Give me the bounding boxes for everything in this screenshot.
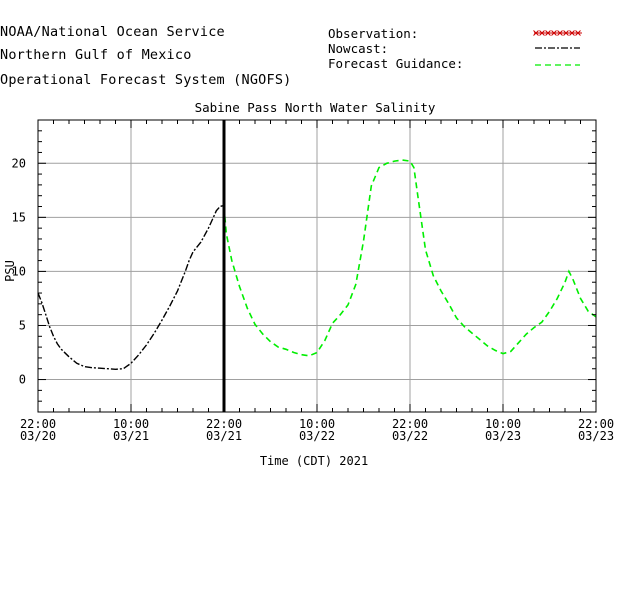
y-tick-label: 15 — [12, 210, 26, 224]
x-tick-date: 03/23 — [578, 429, 614, 443]
grid-lines — [38, 120, 596, 412]
x-tick-time: 22:00 — [392, 417, 428, 431]
header-line-1: NOAA/National Ocean Service — [0, 24, 225, 40]
x-tick-date: 03/22 — [392, 429, 428, 443]
observation-swatch-x — [563, 30, 569, 36]
x-tick-time: 22:00 — [20, 417, 56, 431]
x-tick-time: 22:00 — [578, 417, 614, 431]
legend-observation-label: Observation: — [328, 26, 419, 41]
x-tick-time: 10:00 — [299, 417, 335, 431]
series-layer — [37, 159, 597, 371]
x-axis-label: Time (CDT) 2021 — [260, 454, 368, 468]
x-tick-date: 03/22 — [299, 429, 335, 443]
axis-ticks — [37, 119, 597, 413]
observation-swatch-x — [551, 30, 557, 36]
observation-swatch-x — [575, 30, 581, 36]
y-axis-label: PSU — [3, 260, 17, 282]
legend-observation-swatch — [533, 30, 582, 36]
observation-swatch-x — [539, 30, 545, 36]
y-tick-label: 10 — [12, 264, 26, 278]
x-tick-time: 22:00 — [206, 417, 242, 431]
observation-swatch-x — [569, 30, 575, 36]
header-line-3: Operational Forecast System (NGOFS) — [0, 72, 292, 88]
legend-swatches — [533, 30, 582, 66]
observation-swatch-x — [557, 30, 563, 36]
legend-nowcast-label: Nowcast: — [328, 41, 389, 56]
forecast-series-line — [223, 159, 597, 357]
y-tick-label: 5 — [19, 318, 26, 332]
salinity-chart: Sabine Pass North Water Salinity 0 5 10 15 2… — [3, 100, 614, 468]
x-tick-time: 10:00 — [113, 417, 149, 431]
observation-swatch-x — [545, 30, 551, 36]
y-tick-labels: 0 5 10 15 20 — [12, 156, 26, 386]
x-tick-date: 03/21 — [206, 429, 242, 443]
chart-title: Sabine Pass North Water Salinity — [195, 100, 436, 115]
x-tick-date: 03/21 — [113, 429, 149, 443]
legend-forecast-label: Forecast Guidance: — [328, 56, 464, 71]
header-line-2: Northern Gulf of Mexico — [0, 47, 192, 63]
x-tick-date: 03/20 — [20, 429, 56, 443]
x-tick-time: 10:00 — [485, 417, 521, 431]
x-tick-labels: 22:0003/2010:0003/2122:0003/2110:0003/22… — [20, 417, 614, 443]
y-tick-label: 20 — [12, 156, 26, 170]
observation-swatch-x — [533, 30, 539, 36]
x-tick-date: 03/23 — [485, 429, 521, 443]
nowcast-series-line — [37, 204, 225, 371]
y-tick-label: 0 — [19, 373, 26, 387]
